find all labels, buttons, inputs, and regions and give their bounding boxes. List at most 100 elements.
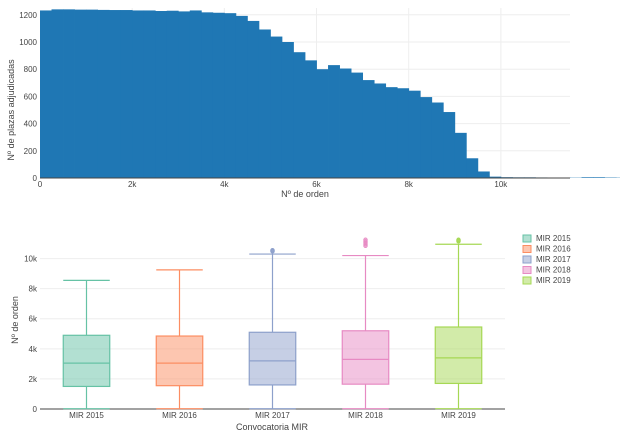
histogram-y-tick-labels: 0 200 400 600 800 1000 1200 [19, 11, 37, 183]
boxplot-y-tick-label: 0 [33, 405, 38, 414]
legend-swatch [522, 255, 532, 264]
boxplot-box [155, 335, 204, 387]
histogram-x-tick-label: 0 [38, 180, 43, 189]
histogram-bar [40, 10, 52, 179]
histogram-bar [212, 12, 225, 179]
histogram-y-tick-label: 1000 [19, 38, 37, 47]
boxplot-y-tick-label: 6k [29, 315, 38, 324]
boxplot-x-tick-label: MIR 2015 [69, 411, 104, 420]
legend-label: MIR 2019 [536, 276, 571, 285]
boxplot-y-tick-label: 4k [29, 345, 38, 354]
legend-label: MIR 2018 [536, 266, 571, 275]
histogram-bar [97, 9, 110, 178]
boxplot-y-axis-title: Nº de orden [10, 296, 20, 344]
boxplot-x-tick-labels: MIR 2015 MIR 2016 MIR 2017 MIR 2018 MIR 2019 [69, 411, 476, 420]
boxplot-group [434, 237, 483, 410]
histogram-y-tick-label: 0 [33, 174, 38, 183]
boxplot-outlier [363, 237, 368, 242]
histogram-y-axis-title: Nº de plazas adjudicadas [6, 59, 16, 161]
histogram-bar [408, 90, 421, 178]
histogram-bar [420, 97, 433, 178]
histogram-bar [258, 29, 271, 178]
histogram-bar [489, 176, 502, 178]
boxplot-group [155, 269, 204, 410]
histogram-bar [143, 10, 156, 179]
boxplot-box [434, 326, 483, 385]
histogram-bar [166, 10, 179, 178]
legend-swatch [522, 276, 532, 285]
histogram-y-tick-label: 1200 [19, 11, 37, 20]
legend-label: MIR 2016 [536, 245, 571, 254]
histogram-x-axis-title: Nº de orden [281, 189, 329, 199]
histogram-bar [328, 65, 340, 178]
boxplot-outlier [456, 237, 461, 242]
legend-label: MIR 2017 [536, 255, 571, 264]
histogram-x-tick-label: 2k [128, 180, 137, 189]
boxplot-x-tick-label: MIR 2017 [255, 411, 290, 420]
histogram-x-tick-label: 4k [220, 180, 229, 189]
boxplot-group [248, 247, 297, 410]
boxplot-box [62, 334, 111, 388]
histogram-bar [305, 60, 317, 178]
histogram-bar [397, 88, 410, 178]
histogram-bar [247, 20, 260, 179]
histogram-y-tick-label: 200 [24, 147, 38, 156]
histogram-bar [155, 10, 168, 178]
histogram-bar [593, 177, 605, 178]
histogram-bar [63, 9, 75, 178]
histogram-bar [466, 158, 479, 178]
histogram-x-tick-label: 8k [404, 180, 413, 189]
legend-swatch [522, 266, 532, 274]
histogram-bar [178, 11, 191, 179]
histogram-bar [477, 171, 490, 178]
boxplot-group [341, 237, 390, 410]
histogram-bar [201, 12, 214, 178]
histogram-bar [51, 9, 64, 178]
histogram-x-tick-label: 10k [494, 180, 508, 189]
histogram-bar [109, 10, 122, 179]
histogram-bar [581, 177, 594, 178]
histogram-bar [316, 69, 329, 178]
boxplot-box [248, 331, 297, 386]
histogram-bar [351, 72, 364, 178]
histogram-bar [293, 52, 306, 179]
histogram-bar [454, 132, 467, 178]
histogram-bar [235, 15, 248, 178]
histogram-bar [281, 42, 294, 178]
histogram-bars [40, 9, 620, 179]
boxplot-outlier [270, 247, 275, 253]
histogram-bar [385, 87, 398, 178]
histogram-x-tick-labels: 0 2k 4k 6k 8k 10k [38, 180, 509, 189]
boxplot-box [341, 330, 390, 385]
histogram-bar [443, 112, 456, 178]
histogram-bar [74, 9, 87, 178]
histogram-bar [339, 68, 352, 178]
histogram-bar [362, 80, 375, 178]
histogram-x-tick-label: 6k [312, 180, 321, 189]
boxplot-x-tick-label: MIR 2018 [348, 411, 383, 420]
legend-swatch [522, 245, 532, 253]
histogram-bar [431, 102, 444, 178]
histogram-bar [86, 9, 99, 178]
boxplot-boxes [62, 237, 483, 410]
legend-label: MIR 2015 [536, 234, 571, 243]
boxplot-y-tick-label: 2k [29, 375, 38, 384]
boxplot-y-tick-labels: 0 2k 4k 6k 8k 10k [24, 255, 38, 414]
legend-swatch [522, 234, 532, 243]
histogram-bar [120, 10, 133, 179]
histogram-bar [189, 10, 202, 179]
boxplot-group [62, 279, 111, 410]
boxplot-x-tick-label: MIR 2016 [162, 411, 197, 420]
histogram-bar [132, 10, 145, 179]
histogram-y-tick-label: 600 [24, 92, 38, 101]
boxplot-y-tick-label: 8k [29, 285, 38, 294]
boxplot-x-tick-label: MIR 2019 [441, 411, 476, 420]
boxplot-x-axis-title: Convocatoria MIR [236, 422, 309, 432]
histogram-bar [270, 36, 283, 179]
histogram-bar [374, 83, 387, 178]
histogram-chart: 0 2k 4k 6k 8k 10k 0 200 400 600 800 1000 1200 Nº de… [6, 8, 620, 199]
boxplot-y-tick-label: 10k [24, 255, 38, 264]
